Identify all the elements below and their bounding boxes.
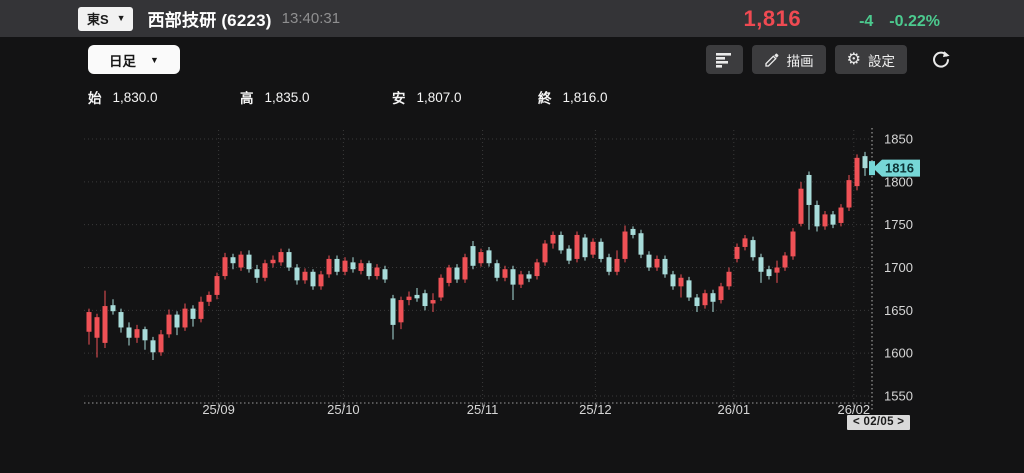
- refresh-icon: [930, 49, 952, 71]
- svg-text:1600: 1600: [884, 346, 913, 361]
- open-label: 始: [88, 91, 102, 106]
- chart-toolbar: 日足 ▼ 描画 ⚙ 設定: [0, 45, 1024, 74]
- quote-time: 13:40:31: [281, 10, 341, 27]
- symbol-title: 西部技研 (6223): [147, 11, 272, 30]
- ohlc-high: 高 1,835.0: [240, 87, 392, 107]
- pencil-icon: [764, 52, 780, 68]
- refresh-button[interactable]: [930, 49, 952, 71]
- svg-text:1700: 1700: [884, 260, 913, 275]
- high-value: 1,835.0: [264, 89, 310, 105]
- market-dropdown[interactable]: 東S ▼: [78, 6, 133, 31]
- chevron-down-icon: ▼: [150, 54, 159, 65]
- price-change-percent: -0.22%: [889, 12, 940, 30]
- ohlc-row: 始 1,830.0 高 1,835.0 安 1,807.0 終 1,816.0: [88, 87, 1024, 107]
- current-price: 1,816: [743, 5, 802, 31]
- price-change: -4: [859, 12, 874, 30]
- settings-button[interactable]: ⚙ 設定: [834, 45, 907, 74]
- ohlc-open: 始 1,830.0: [88, 87, 240, 107]
- market-badge-label: 東S: [87, 11, 109, 27]
- timeframe-dropdown[interactable]: 日足 ▼: [88, 45, 180, 74]
- chevron-down-icon: ▼: [116, 12, 126, 23]
- close-value: 1,816.0: [562, 89, 608, 105]
- timeframe-label: 日足: [109, 53, 137, 69]
- chart-area: 1550 1600 1650 1700 1750 1800 1850 25/09 25/10 25…: [0, 110, 1024, 473]
- high-label: 高: [240, 91, 254, 106]
- volume-profile-icon: [715, 51, 733, 69]
- price-group: 1,816 -4 -0.22%: [744, 6, 941, 32]
- svg-text:25/10: 25/10: [327, 402, 360, 417]
- date-pager[interactable]: < 02/05 >: [847, 415, 911, 430]
- ohlc-low: 安 1,807.0: [392, 87, 538, 107]
- close-label: 終: [538, 91, 552, 106]
- volume-profile-button[interactable]: [705, 45, 743, 74]
- svg-text:1750: 1750: [884, 217, 913, 232]
- settings-label: 設定: [868, 53, 895, 69]
- svg-text:1850: 1850: [884, 132, 913, 147]
- low-label: 安: [392, 91, 406, 106]
- draw-label: 描画: [786, 53, 814, 69]
- svg-text:26/02: 26/02: [838, 402, 871, 417]
- gear-icon: ⚙: [846, 50, 861, 68]
- open-value: 1,830.0: [112, 89, 158, 105]
- svg-text:25/09: 25/09: [202, 402, 235, 417]
- svg-text:26/01: 26/01: [718, 402, 751, 417]
- draw-button[interactable]: 描画: [751, 45, 826, 74]
- svg-text:1816: 1816: [885, 161, 914, 176]
- ohlc-close: 終 1,816.0: [538, 87, 690, 107]
- svg-text:1800: 1800: [884, 174, 913, 189]
- svg-text:1650: 1650: [884, 303, 913, 318]
- svg-text:25/12: 25/12: [579, 402, 612, 417]
- svg-text:1550: 1550: [884, 389, 913, 404]
- candlestick-chart[interactable]: 1550 1600 1650 1700 1750 1800 1850 25/09 25/10 25…: [0, 110, 1024, 473]
- low-value: 1,807.0: [416, 89, 462, 105]
- svg-text:25/11: 25/11: [467, 402, 499, 417]
- top-bar: 東S ▼ 西部技研 (6223) 13:40:31 1,816 -4 -0.22…: [0, 0, 1024, 37]
